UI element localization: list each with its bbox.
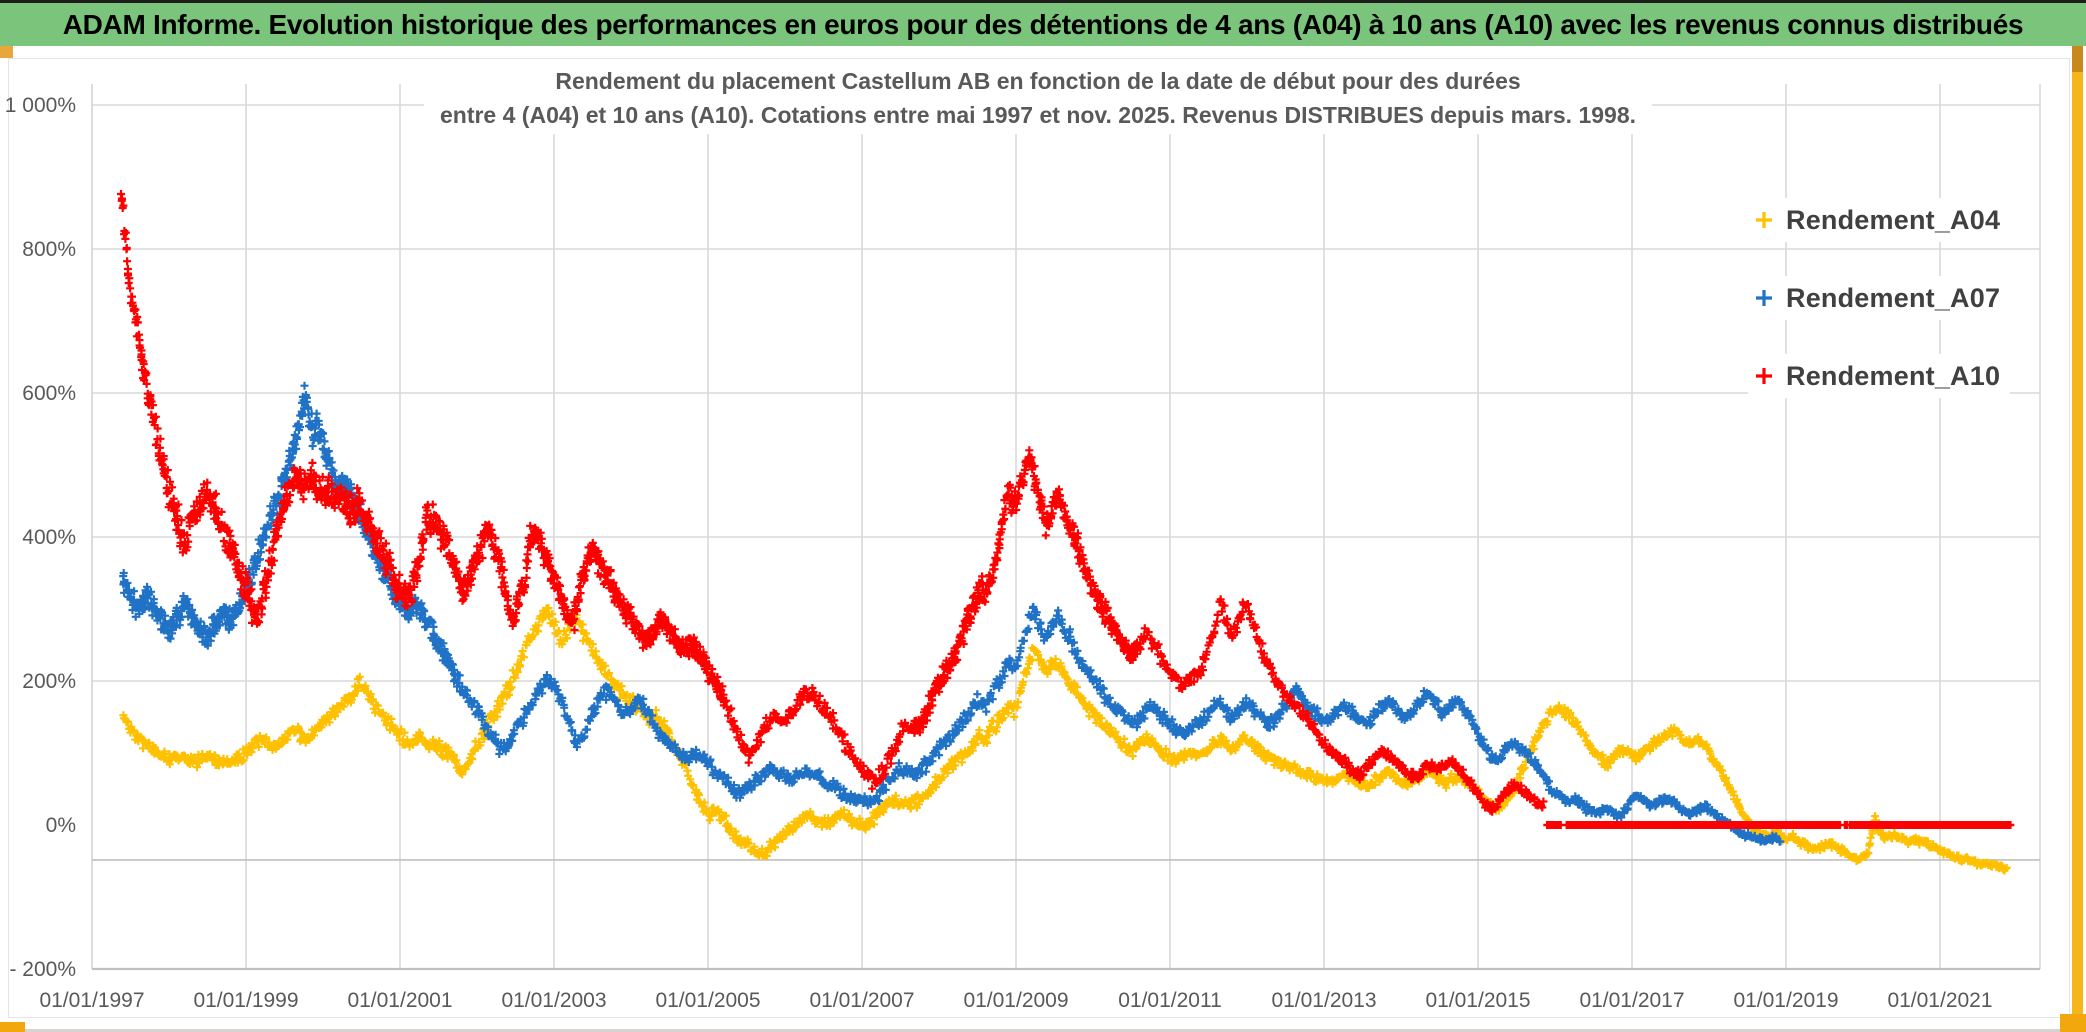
x-tick-label: 01/01/2011 xyxy=(1118,989,1222,1012)
chart-legend: Rendement_A04 Rendement_A07 Rendement_A1… xyxy=(1748,198,2011,432)
x-tick-label: 01/01/2003 xyxy=(501,989,606,1012)
y-tick-label: 800% xyxy=(22,238,76,261)
x-tick-label: 01/01/2013 xyxy=(1271,989,1376,1012)
y-tick-label: 600% xyxy=(22,382,76,405)
x-tick-label: 01/01/2015 xyxy=(1425,989,1530,1012)
chart-area xyxy=(8,58,2070,1018)
x-tick-label: 01/01/2017 xyxy=(1579,989,1684,1012)
gold-frame-top-left xyxy=(0,44,13,58)
plus-marker-icon xyxy=(1756,212,1772,228)
x-tick-label: 01/01/2009 xyxy=(963,989,1068,1012)
chart-title-line2: entre 4 (A04) et 10 ans (A10). Cotations… xyxy=(439,102,1637,128)
series-rendement_a07 xyxy=(119,381,1785,846)
x-tick-label: 01/01/2021 xyxy=(1887,989,1992,1012)
legend-label: Rendement_A10 xyxy=(1786,360,2001,391)
x-tick-label: 01/01/2019 xyxy=(1733,989,1838,1012)
y-axis-labels: 1 000% 800% 600% 400% 200% 0% - 200% xyxy=(5,94,76,981)
x-tick-label: 01/01/2007 xyxy=(809,989,914,1012)
header-title: ADAM Informe. Evolution historique des p… xyxy=(62,8,2024,40)
chart-title: Rendement du placement Castellum AB en f… xyxy=(423,62,1653,134)
bottom-edge-line xyxy=(0,1029,2086,1032)
plus-marker-icon xyxy=(1756,368,1772,384)
legend-item-rendement-a07: Rendement_A07 xyxy=(1748,276,2011,320)
header-bar: ADAM Informe. Evolution historique des p… xyxy=(0,0,2086,46)
gold-frame-right xyxy=(2072,46,2083,1032)
x-tick-label: 01/01/1999 xyxy=(193,989,298,1012)
legend-label: Rendement_A04 xyxy=(1786,204,2001,235)
x-tick-label: 01/01/2005 xyxy=(655,989,760,1012)
y-tick-label: 0% xyxy=(46,814,76,837)
gold-frame-right-cap xyxy=(2072,46,2083,72)
series-rendement_a10-zero-line xyxy=(1543,821,2015,829)
chart-title-line1: Rendement du placement Castellum AB en f… xyxy=(555,68,1521,94)
gold-frame-bottom-left xyxy=(0,1022,25,1032)
y-tick-label: 400% xyxy=(22,526,76,549)
x-tick-label: 01/01/1997 xyxy=(39,989,144,1012)
plus-marker-icon xyxy=(1756,290,1772,306)
series-rendement_a04 xyxy=(119,604,2011,875)
x-axis-labels: 01/01/1997 01/01/1999 01/01/2001 01/01/2003… xyxy=(39,989,1992,1012)
legend-item-rendement-a10: Rendement_A10 xyxy=(1748,354,2011,398)
y-tick-label: 1 000% xyxy=(5,94,76,117)
y-tick-label: 200% xyxy=(22,670,76,693)
x-tick-label: 01/01/2001 xyxy=(347,989,452,1012)
series-rendement_a10 xyxy=(117,190,1548,816)
legend-item-rendement-a04: Rendement_A04 xyxy=(1748,198,2011,242)
legend-label: Rendement_A07 xyxy=(1786,282,2001,313)
gold-frame-bottom-right xyxy=(2060,1014,2086,1032)
y-tick-label: - 200% xyxy=(9,958,76,981)
